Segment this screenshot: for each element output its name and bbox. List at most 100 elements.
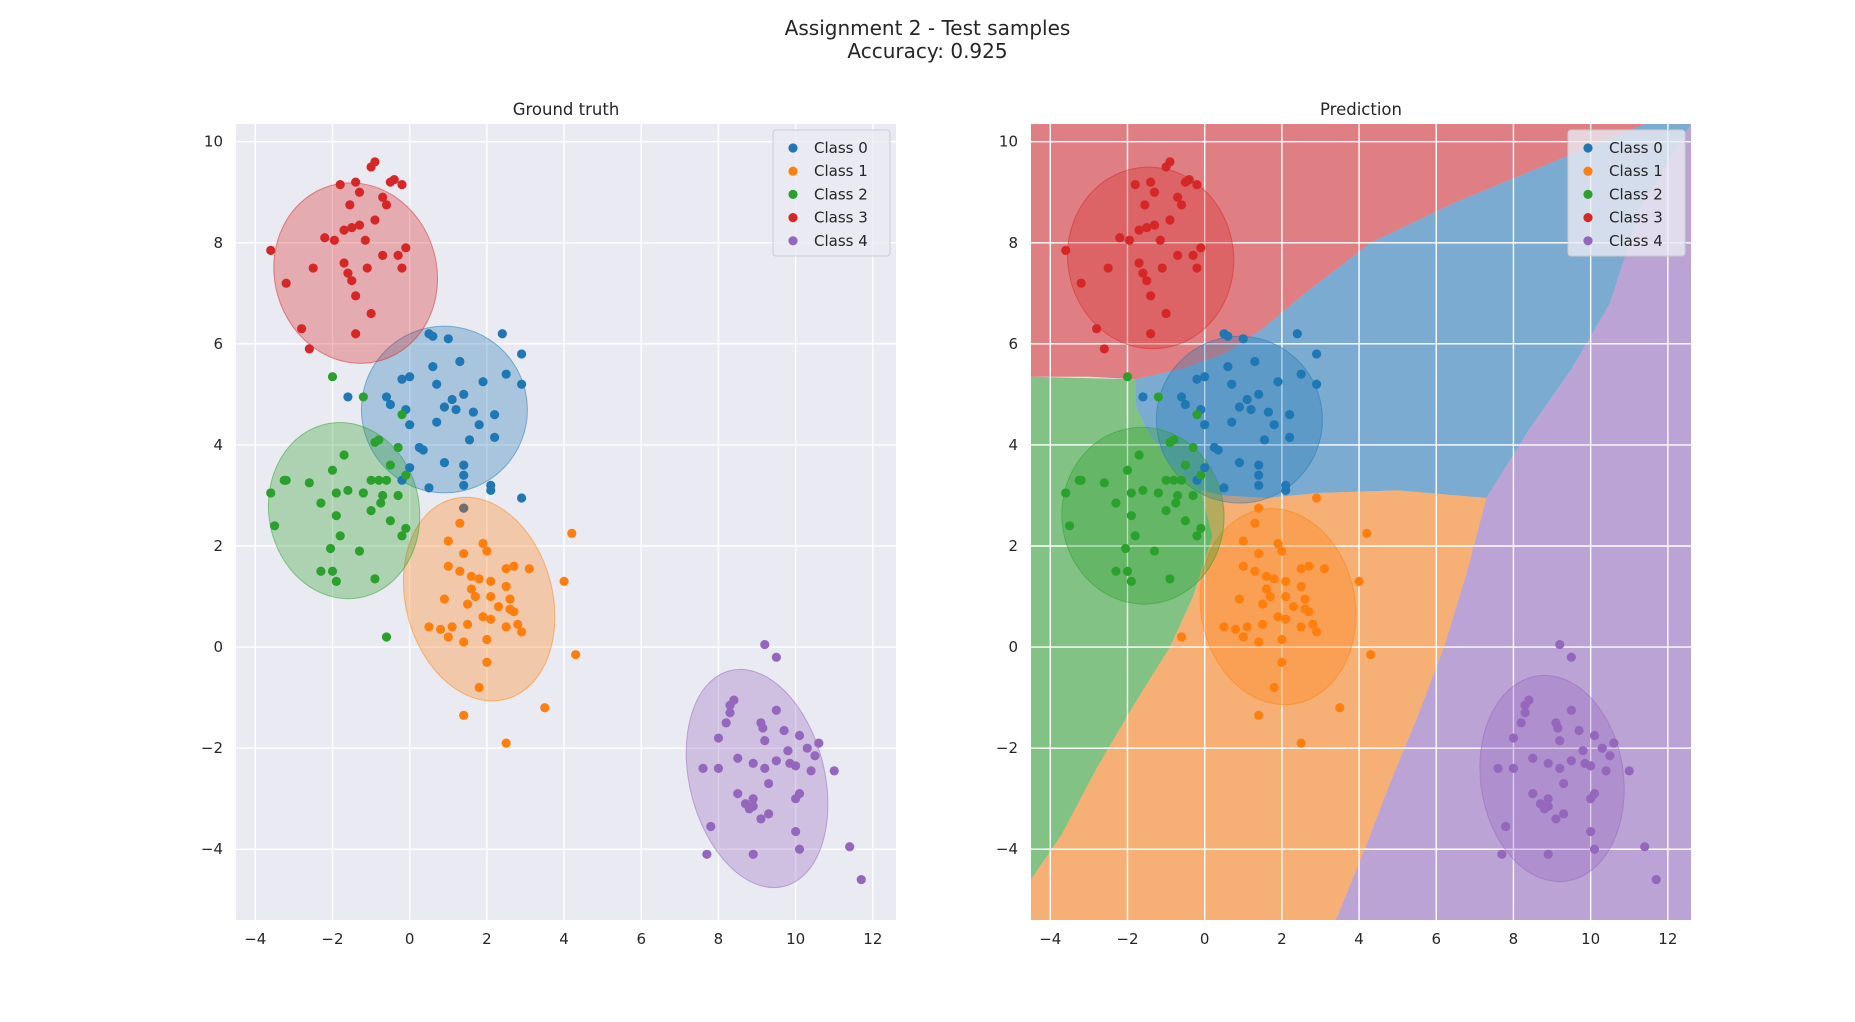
prediction-point-class-0: [1250, 356, 1260, 367]
prediction-legend-label: Class 3: [1609, 209, 1663, 227]
prediction-point-class-3: [1146, 291, 1156, 301]
ground-truth-point-class-4: [791, 826, 801, 837]
prediction-point-class-3: [1142, 223, 1152, 233]
prediction-point-class-2: [1161, 475, 1171, 485]
ground-truth-point-class-0: [474, 420, 484, 430]
ground-truth-point-class-4: [725, 708, 735, 718]
prediction-point-class-1: [1312, 493, 1322, 503]
prediction-point-class-1: [1176, 632, 1187, 642]
ground-truth-point-class-3: [351, 329, 361, 339]
ground-truth-ytick-label: 2: [213, 537, 223, 555]
ground-truth-point-class-3: [362, 263, 372, 273]
prediction-legend-marker: [1583, 166, 1593, 176]
prediction-point-class-0: [1273, 377, 1283, 387]
ground-truth-point-class-2: [327, 372, 338, 382]
ground-truth-point-class-3: [366, 308, 376, 319]
prediction-point-class-1: [1312, 627, 1322, 637]
prediction-ytick-label: 8: [1008, 234, 1018, 252]
ground-truth-legend-marker: [788, 213, 798, 223]
ground-truth-ytick-label: 8: [213, 234, 223, 252]
prediction-point-class-0: [1200, 420, 1210, 430]
ground-truth-point-class-1: [486, 591, 496, 602]
ground-truth-legend-label: Class 0: [814, 139, 868, 157]
ground-truth-point-class-4: [845, 842, 855, 852]
prediction-point-class-3: [1115, 233, 1125, 243]
prediction-ytick-label: −4: [996, 840, 1018, 858]
ground-truth-legend-marker: [788, 189, 798, 199]
prediction-point-class-1: [1319, 564, 1329, 574]
prediction-point-class-0: [1242, 394, 1252, 405]
prediction-point-class-1: [1219, 622, 1229, 632]
ground-truth-point-class-4: [748, 758, 758, 768]
ground-truth-point-class-3: [343, 268, 353, 278]
prediction-point-class-3: [1165, 215, 1175, 225]
prediction-xtick-label: −4: [1039, 930, 1061, 948]
prediction-point-class-2: [1192, 410, 1202, 420]
ground-truth-point-class-2: [366, 475, 376, 485]
ground-truth-point-class-2: [378, 490, 388, 501]
prediction-point-class-3: [1124, 235, 1135, 245]
ground-truth-point-class-4: [748, 849, 758, 859]
prediction-point-class-4: [1589, 730, 1600, 741]
prediction-point-class-1: [1238, 561, 1248, 571]
ground-truth-point-class-3: [308, 263, 318, 273]
ground-truth-point-class-4: [779, 725, 789, 736]
ground-truth-point-class-4: [771, 652, 781, 662]
ground-truth-point-class-2: [343, 485, 353, 496]
ground-truth-point-class-0: [439, 458, 450, 468]
prediction-point-class-3: [1092, 324, 1102, 334]
ground-truth-point-class-3: [339, 258, 349, 268]
prediction-point-class-1: [1257, 619, 1268, 629]
ground-truth-legend: Class 0 Class 1 Class 2 Class 3 Class 4: [772, 129, 891, 257]
ground-truth-point-class-1: [482, 546, 492, 556]
ground-truth-point-class-3: [381, 200, 392, 210]
prediction-point-class-3: [1149, 220, 1160, 230]
prediction-point-class-4: [1559, 778, 1569, 789]
prediction-point-class-1: [1261, 584, 1272, 594]
prediction-point-class-2: [1180, 460, 1190, 470]
prediction-point-class-2: [1165, 574, 1175, 584]
ground-truth-point-class-4: [733, 753, 743, 763]
ground-truth-point-class-4: [794, 789, 805, 799]
prediction-point-class-0: [1259, 435, 1270, 445]
prediction-point-class-4: [1553, 723, 1563, 733]
ground-truth-point-class-4: [702, 849, 712, 859]
prediction-point-class-1: [1250, 566, 1260, 576]
prediction-ellipse-class-2: [1061, 426, 1225, 605]
prediction-point-class-2: [1099, 478, 1109, 488]
ground-truth-point-class-0: [432, 379, 442, 389]
ground-truth-ytick-label: −4: [201, 840, 223, 858]
ground-truth-point-class-1: [478, 538, 488, 549]
prediction-point-class-2: [1130, 531, 1140, 541]
ground-truth-point-class-1: [486, 576, 496, 586]
ground-truth-point-class-0: [478, 377, 488, 387]
ground-truth-point-class-2: [385, 516, 395, 526]
ground-truth-point-class-1: [501, 622, 511, 632]
prediction-point-class-0: [1238, 334, 1248, 344]
prediction-point-class-0: [1234, 402, 1245, 412]
prediction-point-class-0: [1180, 399, 1190, 410]
ground-truth-xtick-label: 12: [863, 930, 882, 948]
ground-truth-point-class-4: [856, 874, 866, 885]
prediction-point-class-1: [1269, 682, 1279, 693]
prediction-ytick-label: 4: [1008, 436, 1018, 454]
prediction-point-class-1: [1281, 591, 1291, 602]
prediction-point-class-4: [1520, 708, 1530, 718]
prediction-point-class-4: [1543, 849, 1553, 859]
prediction-legend-label: Class 0: [1609, 139, 1663, 157]
prediction-point-class-2: [1180, 516, 1190, 526]
prediction-point-class-2: [1111, 498, 1121, 508]
ground-truth-point-class-2: [393, 442, 403, 453]
ground-truth-xtick-label: 2: [482, 930, 492, 948]
ground-truth-point-class-1: [459, 710, 469, 720]
ground-truth-point-class-4: [764, 809, 774, 819]
ground-truth-point-class-1: [462, 619, 473, 629]
prediction-legend-marker: [1583, 213, 1593, 223]
ground-truth-point-class-0: [497, 329, 507, 339]
ground-truth-point-class-1: [462, 599, 473, 609]
prediction-point-class-3: [1099, 344, 1109, 354]
ground-truth-ytick-label: 0: [213, 638, 223, 656]
ground-truth-point-class-3: [320, 233, 330, 243]
ground-truth-point-class-3: [389, 174, 399, 185]
ground-truth-point-class-4: [748, 794, 758, 804]
